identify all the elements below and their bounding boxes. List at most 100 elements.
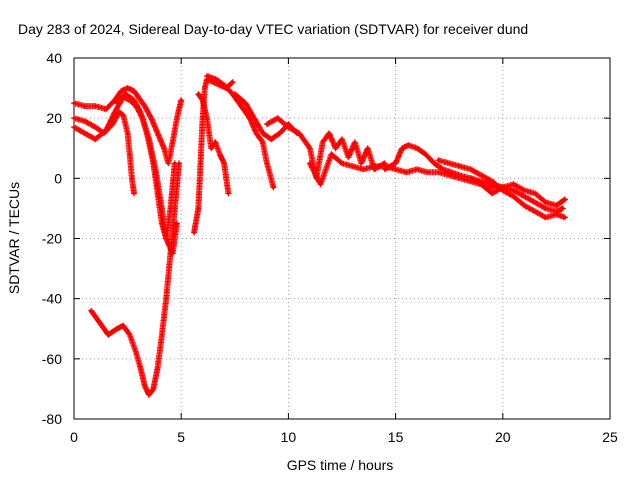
data-point (346, 155, 351, 159)
chart-title: Day 283 of 2024, Sidereal Day-to-day VTE… (18, 21, 528, 37)
data-point (276, 116, 280, 120)
grid (74, 58, 610, 419)
data-point (458, 173, 462, 177)
data-point (179, 98, 183, 102)
data-point (436, 170, 441, 174)
data-point (383, 161, 387, 165)
data-point (469, 167, 473, 171)
data-point (231, 80, 235, 84)
data-point (490, 185, 494, 189)
data-point (479, 182, 483, 186)
data-point (522, 203, 526, 208)
data-point (119, 89, 123, 93)
data-point (126, 86, 130, 90)
data-point (123, 92, 128, 96)
data-point (265, 161, 269, 165)
data-marks (71, 73, 568, 398)
data-point (469, 176, 473, 180)
y-tick-label: 20 (46, 110, 62, 126)
data-point (136, 95, 140, 99)
data-point (447, 161, 451, 165)
series-track-h (203, 73, 277, 191)
data-point (372, 167, 376, 171)
y-tick-label: -80 (42, 411, 62, 427)
data-point (145, 131, 149, 135)
data-point (522, 194, 526, 198)
data-point (426, 170, 430, 174)
data-point (490, 179, 494, 183)
data-point (175, 116, 179, 120)
data-point (278, 131, 282, 135)
data-point (93, 137, 98, 141)
data-point (563, 197, 567, 201)
data-point (121, 324, 125, 328)
data-point (297, 131, 301, 135)
data-point (501, 185, 505, 189)
data-point (490, 191, 494, 195)
data-point (261, 140, 265, 144)
series-track-g (195, 91, 232, 197)
y-tick-label: 0 (54, 170, 62, 186)
data-point (156, 131, 160, 135)
data-point (436, 158, 441, 162)
data-point (554, 203, 559, 208)
data-point (93, 104, 98, 108)
data-point (126, 131, 130, 135)
data-point (254, 131, 258, 135)
data-point (353, 140, 357, 144)
data-point (406, 143, 411, 147)
data-point (366, 146, 370, 150)
data-point (561, 206, 565, 211)
data-point (218, 152, 222, 156)
data-point (327, 131, 331, 135)
data-point (72, 116, 76, 120)
data-point (164, 297, 168, 301)
data-point (321, 140, 325, 144)
y-axis-label: SDTVAR / TECUs (6, 182, 22, 294)
data-point (563, 215, 567, 220)
data-point (203, 86, 207, 90)
data-point (143, 384, 147, 388)
data-point (156, 366, 160, 370)
data-point (269, 137, 273, 141)
data-point (479, 173, 483, 177)
data-point (198, 161, 203, 165)
data-point (522, 188, 526, 192)
data-point (156, 191, 160, 195)
data-point (359, 161, 363, 165)
data-point (340, 161, 344, 165)
data-point (205, 116, 209, 120)
data-point (239, 104, 243, 108)
data-point (138, 110, 143, 114)
data-point (213, 77, 218, 81)
data-point (192, 230, 196, 235)
data-point (400, 146, 404, 150)
data-point (432, 161, 436, 165)
data-point (458, 176, 462, 180)
data-point (132, 98, 136, 102)
data-point (113, 98, 117, 102)
data-point (209, 146, 213, 150)
x-tick-label: 25 (602, 429, 618, 445)
data-point (544, 200, 548, 204)
series-track-a (71, 85, 185, 167)
data-point (511, 188, 516, 192)
data-point (233, 92, 237, 96)
data-point (351, 164, 355, 168)
data-point (98, 321, 102, 325)
data-point (201, 116, 205, 120)
axis-ticks: 0 5 10 15 20 25 -80 -60 -40 -20 0 20 40 (42, 50, 618, 445)
x-axis-label: GPS time / hours (287, 457, 394, 473)
data-point (173, 206, 177, 211)
data-point (93, 125, 98, 129)
data-point (533, 209, 537, 214)
data-point (533, 200, 537, 204)
data-point (404, 170, 408, 174)
data-point (151, 161, 155, 165)
data-point (128, 152, 132, 156)
data-point (308, 146, 312, 150)
data-point (201, 98, 205, 102)
data-point (128, 333, 132, 337)
data-point (89, 309, 93, 313)
